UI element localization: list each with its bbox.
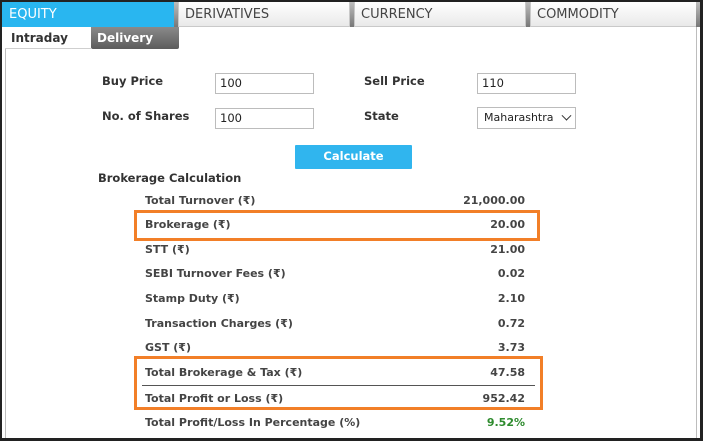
buy-price-label: Buy Price	[102, 74, 164, 88]
segment-tabs: EQUITY DERIVATIVES CURRENCY COMMODITY	[2, 2, 700, 27]
highlight-box-totals	[134, 356, 543, 410]
result-value: 21,000.00	[463, 194, 525, 207]
result-label: GST (₹)	[145, 341, 191, 354]
result-value: 21.00	[490, 243, 525, 256]
result-row: Total Profit/Loss In Percentage (%) 9.52…	[145, 416, 525, 432]
result-label: SEBI Turnover Fees (₹)	[145, 267, 286, 280]
sell-price-label: Sell Price	[364, 74, 425, 88]
totals-divider	[142, 385, 535, 386]
result-label: Total Brokerage & Tax (₹)	[145, 366, 303, 379]
result-value: 2.10	[497, 292, 525, 305]
chevron-down-icon	[561, 110, 572, 121]
sell-price-input[interactable]: 110	[477, 73, 576, 94]
result-row: STT (₹) 21.00	[145, 243, 525, 259]
tab-equity[interactable]: EQUITY	[2, 2, 174, 27]
result-label: Total Turnover (₹)	[145, 194, 256, 207]
tab-currency[interactable]: CURRENCY	[354, 2, 526, 27]
result-value: 3.73	[497, 341, 525, 354]
result-value: 20.00	[490, 218, 525, 231]
result-row: GST (₹) 3.73	[145, 341, 525, 357]
result-row: Transaction Charges (₹) 0.72	[145, 317, 525, 333]
buy-price-input[interactable]: 100	[215, 73, 314, 94]
result-label: Total Profit or Loss (₹)	[145, 392, 284, 405]
state-label: State	[364, 109, 399, 123]
tab-separator	[526, 2, 530, 27]
result-label: STT (₹)	[145, 243, 190, 256]
result-row: Brokerage (₹) 20.00	[145, 218, 525, 234]
calculate-button[interactable]: Calculate	[295, 145, 412, 169]
subtab-delivery[interactable]: Delivery	[91, 27, 179, 49]
shares-label: No. of Shares	[102, 109, 190, 123]
shares-input[interactable]: 100	[215, 108, 314, 129]
content-panel	[5, 27, 697, 438]
result-label: Transaction Charges (₹)	[145, 317, 293, 330]
result-label: Brokerage (₹)	[145, 218, 231, 231]
tab-commodity[interactable]: COMMODITY	[530, 2, 698, 27]
state-select[interactable]: Maharashtra	[477, 107, 576, 129]
state-select-value: Maharashtra	[484, 111, 554, 124]
result-row: SEBI Turnover Fees (₹) 0.02	[145, 267, 525, 283]
result-label: Total Profit/Loss In Percentage (%)	[145, 416, 361, 429]
brokerage-calculation-title: Brokerage Calculation	[98, 171, 242, 185]
result-value: 47.58	[490, 366, 525, 379]
result-label: Stamp Duty (₹)	[145, 292, 240, 305]
tab-separator	[696, 2, 700, 27]
tab-separator	[350, 2, 354, 27]
result-row: Total Profit or Loss (₹) 952.42	[145, 392, 525, 408]
result-row: Total Brokerage & Tax (₹) 47.58	[145, 366, 525, 382]
tab-separator	[174, 2, 178, 27]
subtab-intraday[interactable]: Intraday	[5, 27, 91, 49]
tab-derivatives[interactable]: DERIVATIVES	[178, 2, 350, 27]
result-value: 0.72	[497, 317, 525, 330]
result-value-percentage: 9.52%	[486, 416, 525, 429]
highlight-box-brokerage	[134, 210, 540, 241]
result-row: Total Turnover (₹) 21,000.00	[145, 194, 525, 210]
result-value: 952.42	[482, 392, 525, 405]
result-value: 0.02	[497, 267, 525, 280]
result-row: Stamp Duty (₹) 2.10	[145, 292, 525, 308]
